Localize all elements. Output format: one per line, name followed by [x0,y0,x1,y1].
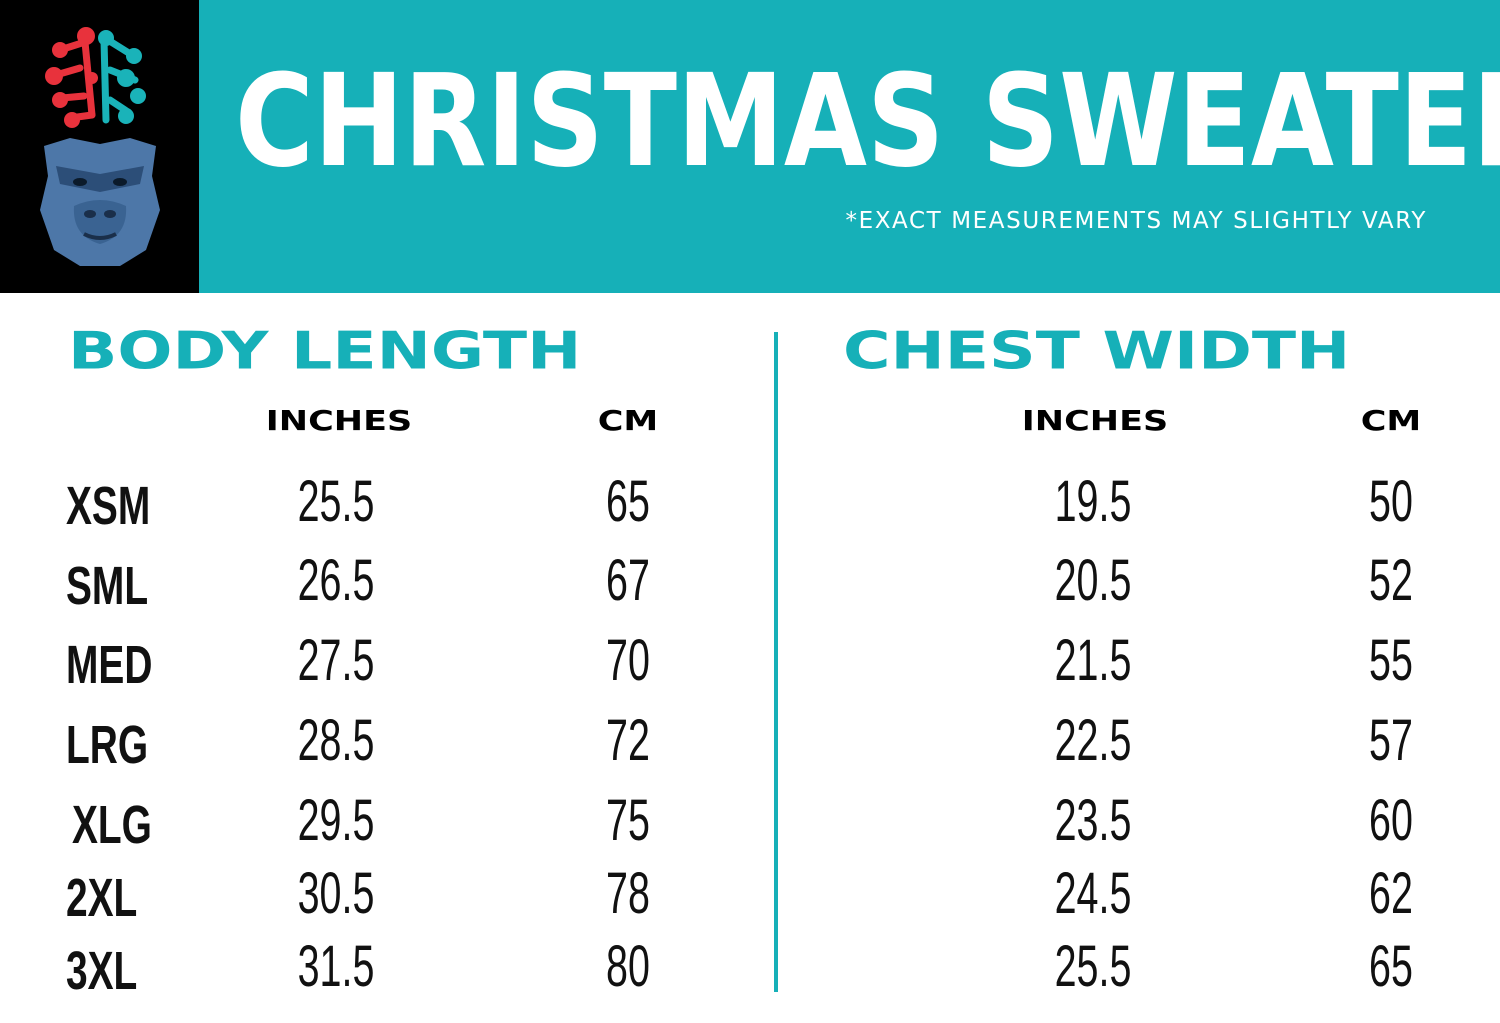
size-label: MED [66,635,153,695]
gorilla-brain-logo-icon [40,27,160,266]
size-label: 3XL [66,941,138,1001]
chest-inches-value: 25.5 [1054,934,1132,999]
size-label: 2XL [66,868,138,928]
chest-cm-value: 55 [1369,628,1413,693]
chest-inches-value: 20.5 [1054,548,1132,613]
chest-cm-value: 50 [1369,469,1413,534]
size-label: SML [66,556,149,616]
chest-inches-value: 19.5 [1054,469,1132,534]
body-cm-value: 70 [606,628,650,693]
body-length-heading: BODY LENGTH [68,321,582,381]
body-inches-value: 28.5 [297,708,375,773]
body-cm-value: 67 [606,548,650,613]
chest-inches-value: 21.5 [1054,628,1132,693]
title-banner: CHRISTMAS SWEATER *EXACT MEASUREMENTS MA… [199,0,1500,293]
chest-inches-value: 22.5 [1054,708,1132,773]
body-inches-value: 30.5 [297,861,375,926]
size-label: XLG [72,795,152,855]
chest-inches-value: 23.5 [1054,788,1132,853]
chest-cm-value: 62 [1369,861,1413,926]
chest-cm-value: 65 [1369,934,1413,999]
chest-inches-value: 24.5 [1054,861,1132,926]
body-inches-header: INCHES [265,404,413,437]
chest-cm-value: 60 [1369,788,1413,853]
body-inches-value: 26.5 [297,548,375,613]
size-label: XSM [66,476,151,536]
body-cm-value: 65 [606,469,650,534]
body-cm-value: 80 [606,934,650,999]
logo-panel [0,0,199,293]
chest-inches-header: INCHES [1021,404,1169,437]
body-cm-header: CM [597,404,659,437]
column-divider [774,332,778,992]
page-title: CHRISTMAS SWEATER [235,48,1500,196]
body-cm-value: 75 [606,788,650,853]
body-inches-value: 31.5 [297,934,375,999]
chest-cm-header: CM [1360,404,1422,437]
chest-cm-value: 57 [1369,708,1413,773]
chest-width-heading: CHEST WIDTH [843,321,1351,381]
body-inches-value: 25.5 [297,469,375,534]
chest-cm-value: 52 [1369,548,1413,613]
body-inches-value: 29.5 [297,788,375,853]
body-cm-value: 78 [606,861,650,926]
measurement-disclaimer: *EXACT MEASUREMENTS MAY SLIGHTLY VARY [845,208,1427,234]
size-label: LRG [66,715,149,775]
body-inches-value: 27.5 [297,628,375,693]
body-cm-value: 72 [606,708,650,773]
